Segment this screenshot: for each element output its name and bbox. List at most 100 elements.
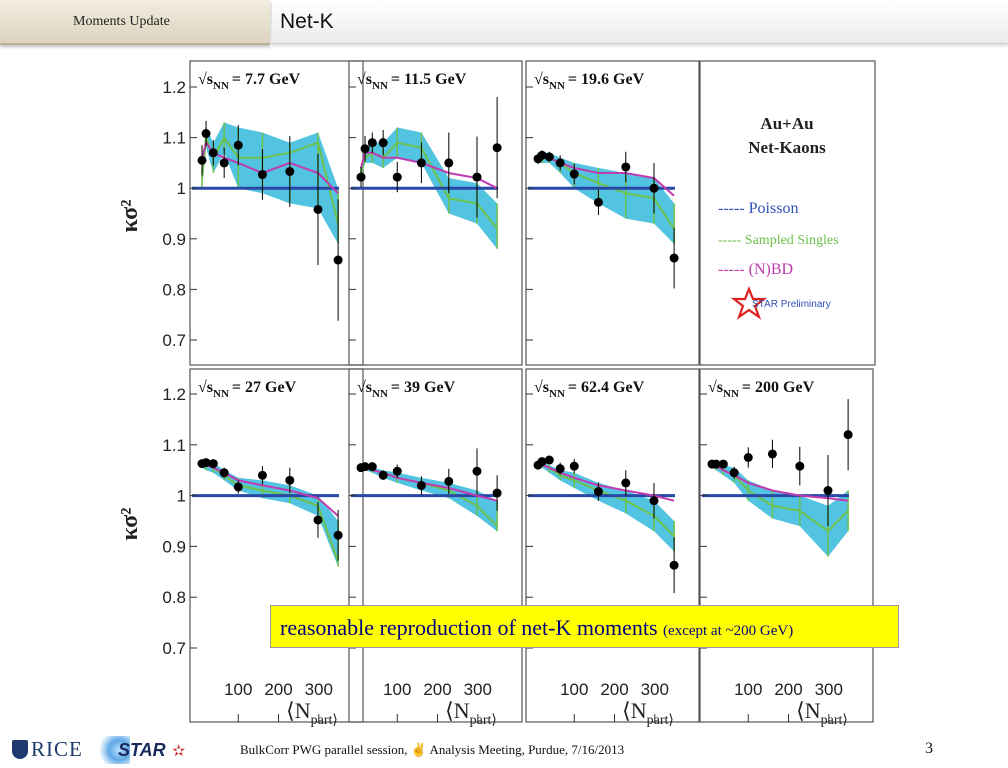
rice-logo: RICE [12, 737, 83, 762]
x-tick-label: 200 [774, 680, 802, 699]
panel-5: √sNN = 62.4 GeV [525, 368, 700, 723]
data-point [233, 140, 243, 150]
x-axis-title: ⟨Npart⟩ [286, 698, 338, 728]
x-tick-label: 100 [560, 680, 588, 699]
data-point [392, 172, 402, 182]
star-symbol-icon: ✫ [172, 743, 186, 760]
data-point [233, 482, 243, 492]
x-tick-label: 100 [734, 680, 762, 699]
panel-plot-area [528, 150, 679, 289]
panel-frame [189, 60, 364, 366]
y-tick-label: 0.7 [162, 639, 186, 658]
x-tick-label: 300 [641, 680, 669, 699]
legend-entry-poisson: ----- Poisson [718, 200, 798, 217]
data-point [593, 197, 603, 207]
data-point [823, 486, 833, 496]
x-tick-label: 300 [305, 680, 333, 699]
uncertainty-band [712, 462, 849, 557]
x-axis-title-sub: part⟩ [821, 713, 848, 728]
data-point [669, 560, 679, 570]
legend-entry-nbd: ----- (N)BD [718, 261, 793, 278]
x-tick-label: 300 [464, 680, 492, 699]
data-point [743, 453, 753, 462]
energy-label: √sNN = 19.6 GeV [534, 71, 645, 92]
x-axis-title: ⟨Npart⟩ [622, 698, 674, 728]
data-point [201, 129, 211, 139]
panel-plot-area [528, 455, 679, 594]
panel-frame [348, 60, 523, 366]
energy-label: √sNN = 200 GeV [708, 379, 815, 400]
data-point [333, 255, 343, 265]
panel-3: √sNN = 27 GeV [189, 368, 364, 723]
x-tick-label: 100 [383, 680, 411, 699]
page-number: 3 [925, 740, 933, 757]
data-point [208, 459, 218, 469]
legend-preliminary: STAR Preliminary [752, 299, 831, 310]
rice-logo-text: RICE [31, 737, 83, 761]
x-axis-title-main: ⟨N [622, 698, 647, 723]
section-tab-label: Moments Update [73, 14, 170, 29]
data-point [201, 458, 211, 468]
data-point [537, 457, 547, 467]
x-tick-label: 100 [224, 680, 252, 699]
x-axis-title-main: ⟨N [286, 698, 311, 723]
y-tick-label: 1 [177, 487, 186, 506]
y-axis-title: κσ² [117, 200, 143, 233]
data-point [711, 459, 721, 469]
data-point [472, 466, 482, 476]
data-point [537, 150, 547, 160]
panel-plot-area [192, 458, 343, 567]
data-point [356, 172, 366, 182]
data-point [378, 470, 388, 480]
x-axis-title: ⟨Npart⟩ [445, 698, 497, 728]
y-tick-label: 0.7 [162, 331, 186, 350]
x-tick-label: 200 [423, 680, 451, 699]
y-tick-label: 0.9 [162, 230, 186, 249]
data-point [197, 155, 207, 165]
x-axis-title-main: ⟨N [445, 698, 470, 723]
energy-value: = 200 GeV [742, 379, 815, 396]
panel-frame [699, 368, 874, 723]
energy-value: = 39 GeV [391, 379, 456, 396]
data-point [444, 158, 454, 168]
data-point [367, 462, 377, 472]
data-point [367, 138, 377, 148]
data-point [555, 464, 565, 474]
data-point [649, 496, 659, 506]
data-point [285, 475, 295, 485]
panel-4: √sNN = 39 GeV [348, 368, 523, 723]
x-axis-title-main: ⟨N [796, 698, 821, 723]
data-point [621, 478, 631, 488]
energy-value: = 11.5 GeV [391, 71, 467, 88]
energy-value: = 27 GeV [232, 379, 297, 396]
data-point [555, 158, 565, 168]
data-point [492, 488, 502, 498]
data-point [569, 169, 579, 179]
axes-layer: 1.2 1.1 1 0.9 0.8 0.7 κσ² 1.2 1.1 1 0.9 0.8 0.7 κσ² 10… [117, 78, 848, 728]
footer-text: BulkCorr PWG parallel session, ✌ Analysi… [240, 742, 625, 757]
slide-footer: RICE STAR ✫ BulkCorr PWG parallel sessio… [0, 730, 1008, 768]
legend-entry-sampled-singles: ----- Sampled Singles [718, 233, 839, 248]
energy-sub: NN [549, 80, 565, 92]
data-point [219, 158, 229, 168]
panel-plot-area [351, 448, 502, 532]
data-point [333, 530, 343, 540]
energy-label: √sNN = 7.7 GeV [198, 71, 301, 92]
energy-sub: NN [549, 388, 565, 400]
energy-value: = 7.7 GeV [232, 71, 301, 88]
energy-sub: NN [723, 388, 739, 400]
y-tick-label: 0.8 [162, 588, 186, 607]
legend-panel: Au+Au Net-Kaons ----- Poisson ----- Samp… [699, 60, 876, 366]
callout-main: reasonable reproduction of net-K moments [280, 615, 658, 640]
panel-plot-area [351, 97, 502, 249]
callout-text: reasonable reproduction of net-K moments… [280, 615, 793, 641]
x-tick-label: 200 [264, 680, 292, 699]
panel-frame [189, 368, 364, 723]
legend-frame [699, 60, 876, 366]
star-logo: STAR ✫ [94, 736, 186, 764]
energy-prefix: √s [198, 379, 213, 396]
data-point [492, 143, 502, 153]
section-tab: Moments Update [0, 0, 270, 45]
panel-frame [525, 368, 700, 723]
